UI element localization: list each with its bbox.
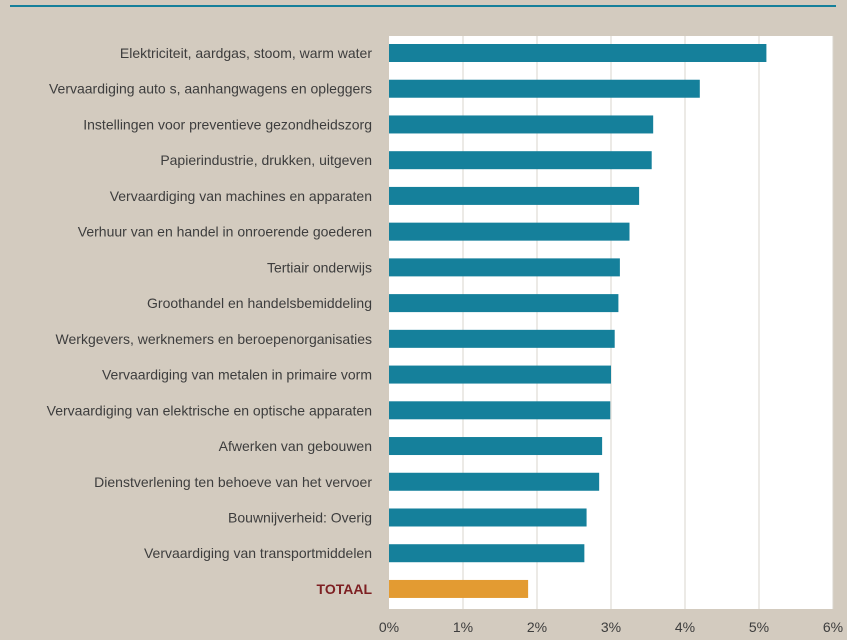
x-tick-label: 2%	[527, 619, 547, 635]
bar	[389, 258, 620, 277]
category-label: Dienstverlening ten behoeve van het verv…	[94, 474, 372, 490]
bars	[389, 44, 767, 598]
category-label: Afwerken van gebouwen	[219, 438, 372, 454]
bar	[389, 401, 611, 420]
bar	[389, 329, 615, 348]
bar	[389, 222, 630, 241]
category-label: Bouwnijverheid: Overig	[228, 509, 372, 525]
category-labels: Elektriciteit, aardgas, stoom, warm wate…	[47, 45, 373, 597]
bar	[389, 115, 654, 134]
category-label: Elektriciteit, aardgas, stoom, warm wate…	[120, 45, 372, 61]
category-label: Papierindustrie, drukken, uitgeven	[160, 152, 372, 168]
bar	[389, 151, 652, 170]
category-label: Verhuur van en handel in onroerende goed…	[78, 224, 372, 240]
x-tick-label: 4%	[675, 619, 695, 635]
x-axis-ticks: 0% 1% 2% 3% 4% 5% 6%	[379, 619, 843, 635]
bar	[389, 294, 619, 313]
x-tick-label: 5%	[749, 619, 769, 635]
bar	[389, 365, 611, 384]
bar	[389, 44, 767, 62]
bar	[389, 544, 585, 563]
bar	[389, 508, 587, 527]
category-label: Instellingen voor preventieve gezondheid…	[83, 116, 372, 132]
total-label: TOTAAL	[317, 581, 373, 597]
category-label: Vervaardiging van elektrische en optisch…	[47, 402, 372, 418]
category-label: Vervaardiging van metalen in primaire vo…	[102, 367, 372, 383]
x-tick-label: 1%	[453, 619, 473, 635]
top-rule	[10, 5, 836, 7]
x-tick-label: 6%	[823, 619, 843, 635]
category-label: Vervaardiging van transportmiddelen	[144, 545, 372, 561]
total-bar	[389, 579, 529, 598]
category-label: Groothandel en handelsbemiddeling	[147, 295, 372, 311]
category-label: Vervaardiging van machines en apparaten	[110, 188, 372, 204]
bar	[389, 79, 700, 98]
x-tick-label: 3%	[601, 619, 621, 635]
category-label: Vervaardiging auto s, aanhangwagens en o…	[49, 81, 372, 97]
category-label: Tertiair onderwijs	[267, 259, 372, 275]
bar	[389, 186, 640, 205]
x-tick-label: 0%	[379, 619, 399, 635]
bar	[389, 472, 600, 491]
bar	[389, 437, 603, 456]
category-label: Werkgevers, werknemers en beroepenorgani…	[56, 331, 372, 347]
